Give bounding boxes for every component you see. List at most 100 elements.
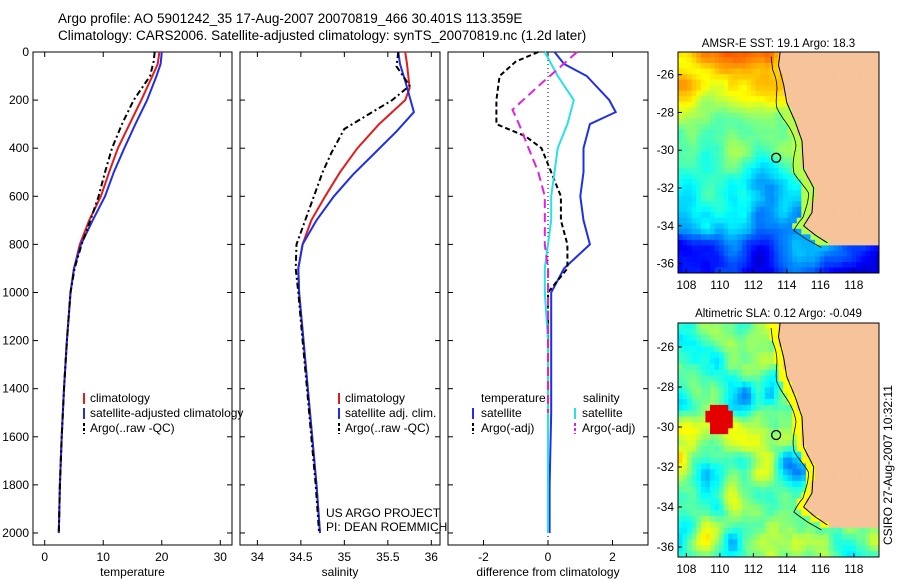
sst-cell: [824, 234, 830, 241]
sst-cell: [764, 173, 770, 180]
sst-cell: [828, 134, 834, 141]
sla-cell: [792, 375, 798, 382]
sla-cell: [828, 440, 834, 447]
sla-cell: [705, 393, 711, 400]
sla-cell: [824, 358, 830, 365]
sla-cell: [837, 334, 843, 341]
sla-cell: [678, 451, 683, 458]
sla-cell: [783, 533, 789, 540]
sla-cell: [737, 445, 743, 453]
sla-cell: [760, 539, 766, 546]
sst-cell: [805, 156, 811, 163]
sla-cell: [700, 539, 706, 546]
sst-cell: [792, 201, 798, 208]
sst-cell: [723, 112, 729, 119]
sla-cell: [801, 434, 807, 441]
sla-cell: [801, 551, 807, 558]
sst-cell: [869, 118, 875, 125]
sla-cell: [719, 410, 725, 417]
sst-cell: [819, 162, 825, 169]
sst-cell: [755, 101, 761, 108]
sst-cell: [851, 250, 857, 257]
sla-cell: [755, 340, 761, 347]
sla-cell: [787, 404, 793, 412]
sst-cell: [787, 52, 793, 58]
sst-cell: [696, 134, 702, 141]
sla-cell: [678, 440, 683, 447]
sla-cell: [760, 533, 766, 540]
sst-cell: [746, 63, 752, 69]
sla-cell: [760, 445, 766, 453]
sla-cell: [810, 393, 816, 400]
sst-cell: [801, 250, 807, 257]
sla-cell: [865, 369, 871, 377]
sla-cell: [728, 416, 734, 423]
sla-cell: [714, 358, 720, 365]
sst-cell: [810, 212, 816, 219]
sst-cell: [869, 223, 875, 230]
sst-ytick-label: -34: [657, 219, 675, 233]
sla-cell: [815, 428, 821, 435]
sla-ytick-label: -36: [657, 540, 675, 554]
sst-cell: [824, 79, 830, 86]
sst-cell: [773, 57, 779, 64]
sla-cell: [874, 457, 880, 464]
sla-cell: [865, 404, 871, 412]
sst-cell: [783, 96, 789, 103]
sst-cell: [810, 261, 816, 268]
sst-cell: [678, 162, 683, 169]
sst-cell: [842, 267, 848, 274]
sla-cell: [714, 486, 720, 494]
sla-cell: [691, 352, 697, 359]
sla-cell: [764, 346, 770, 353]
sla-cell: [719, 434, 725, 441]
sst-cell: [869, 190, 875, 197]
sst-cell: [856, 168, 862, 174]
sla-cell: [860, 428, 866, 435]
sla-cell: [764, 369, 770, 377]
sla-cell: [696, 428, 702, 435]
sla-cell: [755, 463, 761, 470]
sst-cell: [856, 151, 862, 158]
sla-cell: [792, 445, 798, 453]
sst-cell: [847, 261, 852, 268]
sst-cell: [764, 206, 770, 213]
sst-cell: [828, 101, 834, 108]
sla-cell: [851, 393, 857, 400]
sla-cell: [678, 551, 683, 558]
sla-cell: [705, 387, 711, 394]
sst-cell: [746, 184, 752, 191]
sla-cell: [709, 539, 715, 546]
sst-cell: [824, 57, 830, 64]
sst-cell: [714, 52, 720, 58]
sla-cell: [833, 498, 839, 505]
sla-cell: [682, 404, 688, 412]
sla-cell: [737, 352, 743, 359]
sst-cell: [842, 151, 848, 158]
sst-cell: [778, 223, 784, 230]
sst-cell: [847, 151, 852, 158]
sla-cell: [801, 375, 807, 382]
sst-cell: [824, 107, 830, 114]
sst-cell: [769, 228, 775, 235]
sst-cell: [719, 261, 725, 268]
sla-cell: [687, 533, 693, 540]
sst-cell: [819, 151, 825, 158]
sst-cell: [691, 217, 697, 224]
sla-cell: [682, 486, 688, 494]
sla-cell: [723, 521, 729, 529]
sst-cell: [787, 239, 793, 246]
sla-cell: [705, 545, 711, 552]
sla-cell: [687, 375, 693, 382]
sst-cell: [824, 250, 830, 257]
sla-cell: [865, 375, 871, 382]
sst-cell: [819, 190, 825, 197]
sst-cell: [764, 250, 770, 257]
sst-cell: [796, 201, 802, 208]
sst-cell: [714, 90, 720, 97]
sst-cell: [728, 162, 734, 169]
sst-cell: [705, 217, 711, 224]
sla-cell: [869, 358, 875, 365]
sst-cell: [805, 96, 811, 103]
sst-cell: [828, 129, 834, 136]
